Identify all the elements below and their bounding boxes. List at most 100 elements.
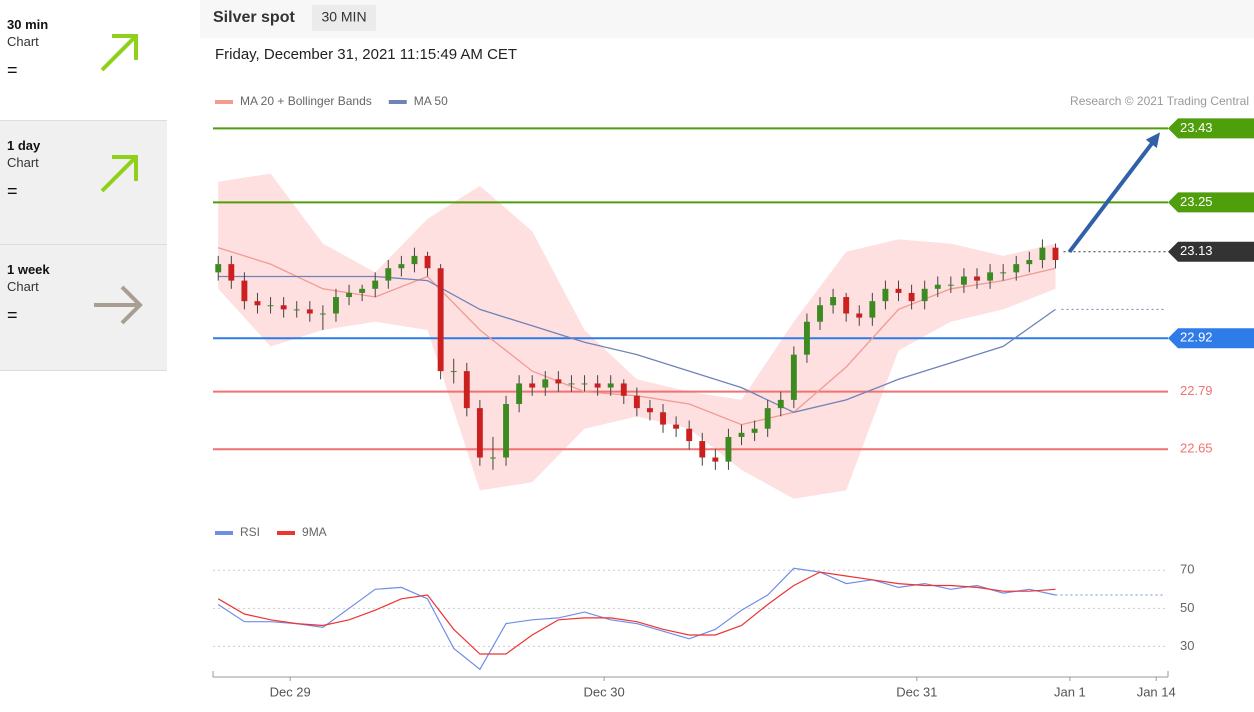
signal: =	[7, 305, 18, 325]
y-tick-label: 30	[1180, 638, 1194, 653]
legend-label: 9MA	[302, 525, 327, 539]
candle-body	[424, 255, 431, 269]
candle-body	[346, 292, 352, 298]
candle-body	[777, 399, 784, 409]
interval: 30 MIN	[321, 9, 366, 25]
level-tag	[1168, 328, 1254, 349]
x-tick-label: Jan 14	[1137, 684, 1176, 699]
candle-body	[764, 408, 771, 429]
candle-body	[803, 321, 810, 355]
candle-body	[503, 404, 509, 458]
candle-body	[1026, 260, 1033, 265]
level-label: 23.13	[1180, 243, 1213, 258]
candle-body	[673, 424, 680, 429]
period: 30 min	[7, 17, 49, 32]
chart-title: Silver spot	[213, 9, 295, 26]
candle-body	[987, 272, 994, 281]
indicator-line	[217, 571, 1056, 655]
candle-body	[241, 280, 248, 302]
candle-body	[568, 383, 575, 385]
legend-label: RSI	[240, 525, 260, 539]
interval-badge[interactable]	[312, 5, 376, 31]
level-label: 22.92	[1180, 330, 1213, 345]
candle-body	[594, 383, 601, 388]
candle-body	[947, 284, 954, 286]
panel-label: Chart	[7, 279, 39, 294]
up-arrow-icon	[100, 155, 138, 193]
moving-average	[218, 275, 1056, 413]
candle-body	[215, 264, 222, 273]
chart: Silver spot 30 MIN Friday, December 31, …	[200, 0, 1254, 699]
legend-swatch	[388, 100, 407, 104]
x-tick-label: Dec 30	[584, 684, 625, 699]
candle-body	[895, 288, 902, 293]
candle-body	[699, 441, 706, 458]
level-tag	[1168, 192, 1254, 213]
candle-body	[280, 305, 287, 310]
signal: =	[7, 181, 18, 201]
level-tag	[1168, 118, 1254, 139]
x-tick-label: Dec 29	[270, 684, 311, 699]
indicator-line	[217, 567, 1056, 671]
candle-body	[529, 383, 536, 388]
candle-body	[607, 383, 614, 388]
candle-body	[437, 268, 444, 372]
candle-body	[856, 313, 863, 318]
candle-body	[385, 268, 392, 281]
candle-body	[1052, 247, 1059, 261]
legend-swatch	[277, 531, 296, 535]
candle-body	[463, 371, 470, 409]
level-label: 22.79	[1180, 383, 1213, 398]
candle-body	[882, 288, 889, 302]
level-label: 23.43	[1180, 120, 1213, 135]
period: 1 week	[7, 262, 50, 277]
candle-body	[1000, 272, 1007, 274]
x-tick-label: Jan 1	[1054, 684, 1086, 699]
panel-label: Chart	[7, 155, 39, 170]
x-tick-label: Dec 31	[896, 684, 937, 699]
candle-body	[921, 288, 928, 302]
candle-body	[359, 288, 366, 293]
y-tick-label: 70	[1180, 562, 1194, 577]
candle-body	[254, 301, 261, 306]
candle-body	[1039, 247, 1046, 261]
candle-body	[293, 309, 300, 311]
target-arrowhead	[1145, 132, 1160, 148]
signal: =	[7, 60, 18, 80]
level-tag	[1168, 241, 1254, 262]
candle-body	[974, 276, 980, 281]
target-arrow	[1067, 142, 1154, 253]
candle-body	[686, 428, 693, 442]
candle-body	[633, 395, 640, 409]
candle-body	[490, 457, 496, 459]
signal-panel[interactable]: 1 day Chart =	[0, 120, 167, 245]
y-tick-label: 50	[1180, 600, 1194, 615]
candle-body	[908, 292, 915, 302]
level-label: 23.25	[1180, 194, 1213, 209]
candle-body	[725, 436, 732, 462]
timestamp: Friday, December 31, 2021 11:15:49 AM CE…	[215, 46, 517, 63]
candle-body	[516, 383, 523, 405]
candle-body	[751, 428, 758, 433]
legend-label: MA 50	[414, 94, 448, 108]
candle-body	[333, 297, 339, 314]
panel-label: Chart	[7, 34, 39, 49]
candle-body	[411, 255, 418, 265]
candle-body	[450, 371, 457, 373]
candle-body	[960, 276, 967, 285]
candle-body	[738, 432, 745, 437]
candle-body	[817, 305, 823, 322]
candle-body	[620, 383, 627, 396]
candle-body	[660, 412, 666, 425]
signal-panel[interactable]: 30 min Chart =	[0, 0, 167, 125]
candle-body	[869, 301, 876, 318]
signal-panel[interactable]: 1 week Chart =	[0, 245, 167, 371]
candle-body	[476, 408, 483, 458]
candle-body	[306, 309, 313, 314]
candle-body	[319, 313, 326, 315]
level-label: 22.65	[1180, 441, 1213, 456]
legend-swatch	[215, 531, 233, 535]
candle-body	[228, 264, 235, 281]
legend-swatch	[215, 100, 233, 104]
credit: Research © 2021 Trading Central	[1070, 94, 1249, 108]
